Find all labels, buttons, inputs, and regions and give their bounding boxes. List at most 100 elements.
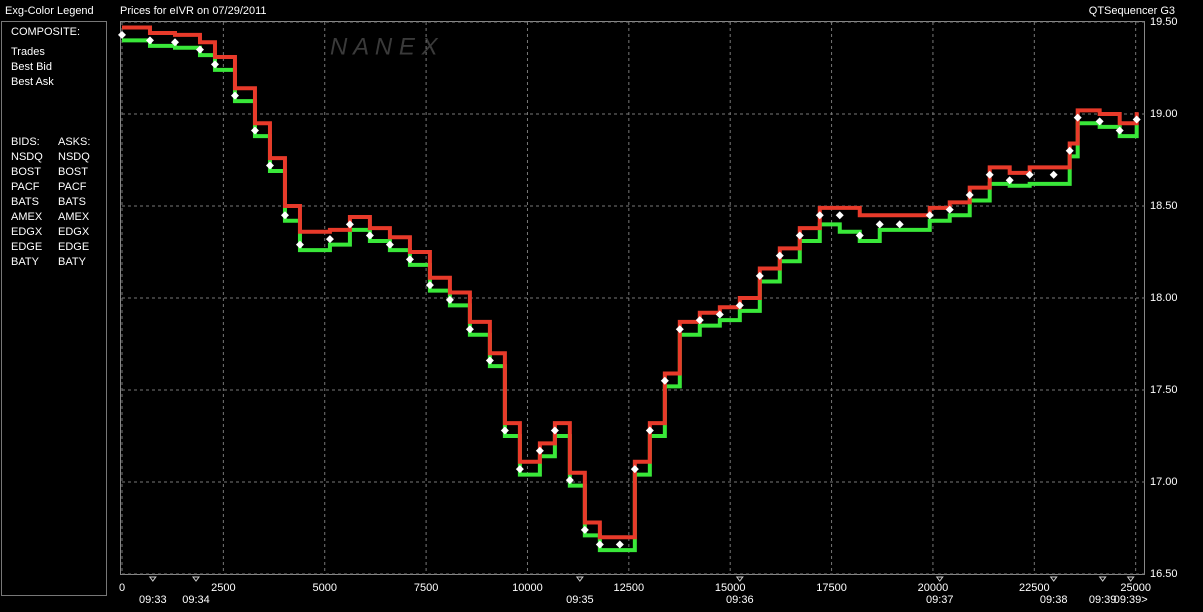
trade-point <box>965 190 974 199</box>
time-label: 09:39 <box>1089 594 1117 606</box>
trade-point <box>925 211 934 220</box>
x-tick-label: 17500 <box>816 582 847 594</box>
trade-point <box>675 325 684 334</box>
time-marker <box>191 576 200 582</box>
trade-point <box>118 30 126 39</box>
trade-point <box>695 316 704 325</box>
time-marker <box>735 576 744 582</box>
legend-exchange: NSDQ <box>11 151 43 163</box>
trade-point <box>615 540 624 549</box>
time-label: 09:39> <box>1114 594 1148 606</box>
trade-point <box>485 356 494 365</box>
legend-entry: Best Ask <box>11 76 54 88</box>
trade-point <box>630 465 639 474</box>
trade-point <box>945 205 954 214</box>
x-tick-label: 5000 <box>312 582 336 594</box>
x-tick-label: 2500 <box>211 582 235 594</box>
y-tick-label: 17.00 <box>1150 476 1178 488</box>
x-tick-label: 20000 <box>918 582 949 594</box>
trade-point <box>445 295 454 304</box>
trade-point <box>1049 170 1058 179</box>
legend-exchange: EDGE <box>11 241 42 253</box>
trade-point <box>855 231 864 240</box>
trade-point <box>325 235 334 244</box>
trade-point <box>385 240 394 249</box>
trade-point <box>580 525 589 534</box>
legend-exchange: PACF <box>11 181 40 193</box>
trade-point <box>815 211 824 220</box>
trade-point <box>1073 113 1082 122</box>
x-tick-label: 15000 <box>715 582 746 594</box>
time-label: 09:37 <box>926 594 954 606</box>
legend-panel <box>1 21 107 596</box>
legend-exchange: EDGE <box>58 241 89 253</box>
time-marker <box>575 576 584 582</box>
y-tick-label: 18.00 <box>1150 292 1178 304</box>
legend-exchange: EDGX <box>11 226 43 238</box>
trade-point <box>985 170 994 179</box>
time-label: 09:34 <box>182 594 210 606</box>
time-label: 09:35 <box>566 594 594 606</box>
trade-point <box>735 301 744 310</box>
time-label: 09:33 <box>139 594 167 606</box>
time-marker <box>1098 576 1107 582</box>
trade-point <box>295 240 304 249</box>
legend-title: Exg-Color Legend <box>5 5 94 17</box>
trade-point <box>195 45 204 54</box>
trade-point <box>365 231 374 240</box>
composite-title: COMPOSITE: <box>11 26 80 38</box>
x-tick-label: 10000 <box>512 582 543 594</box>
x-tick-label: 25000 <box>1120 582 1151 594</box>
trade-point <box>550 426 559 435</box>
legend-exchange: BOST <box>58 166 88 178</box>
legend-exchange: BATY <box>58 256 87 268</box>
trade-point <box>230 91 239 100</box>
x-tick-label: 0 <box>119 582 125 594</box>
trade-point <box>755 271 764 280</box>
trade-point <box>1005 176 1014 185</box>
trade-point <box>775 251 784 260</box>
legend-exchange: BATS <box>58 196 86 208</box>
trade-point <box>250 126 259 135</box>
trade-point <box>595 540 604 549</box>
y-tick-label: 18.50 <box>1150 200 1178 212</box>
trade-point <box>425 281 434 290</box>
watermark: N A N E X <box>330 33 439 60</box>
trade-point <box>1095 117 1104 126</box>
trade-point <box>1115 126 1124 135</box>
legend-exchange: BOST <box>11 166 41 178</box>
trade-point <box>500 426 509 435</box>
trade-point <box>145 36 154 45</box>
trade-point <box>1132 115 1141 124</box>
trade-point <box>265 161 274 170</box>
y-tick-label: 17.50 <box>1150 384 1178 396</box>
legend-exchange: PACF <box>58 181 87 193</box>
trade-point <box>795 231 804 240</box>
time-label: 09:36 <box>726 594 754 606</box>
trade-point <box>515 465 524 474</box>
trade-point <box>895 220 904 229</box>
trade-point <box>280 211 289 220</box>
y-tick-label: 19.00 <box>1150 108 1178 120</box>
trade-point <box>345 220 354 229</box>
trade-point <box>405 255 414 264</box>
trade-point <box>565 476 574 485</box>
bids-title: BIDS: <box>11 136 40 148</box>
y-tick-label: 16.50 <box>1150 568 1178 580</box>
y-tick-label: 19.50 <box>1150 16 1178 28</box>
x-tick-label: 22500 <box>1019 582 1050 594</box>
x-tick-label: 7500 <box>414 582 438 594</box>
time-label: 09:38 <box>1040 594 1068 606</box>
chart-title: Prices for eIVR on 07/29/2011 <box>120 5 267 17</box>
time-marker <box>1049 576 1058 582</box>
time-marker <box>148 576 157 582</box>
app-name: QTSequencer G3 <box>1089 5 1175 17</box>
legend-exchange: EDGX <box>58 226 90 238</box>
time-marker <box>1126 576 1135 582</box>
trade-point <box>1025 170 1034 179</box>
trade-point <box>210 60 219 69</box>
trade-point <box>170 38 179 47</box>
